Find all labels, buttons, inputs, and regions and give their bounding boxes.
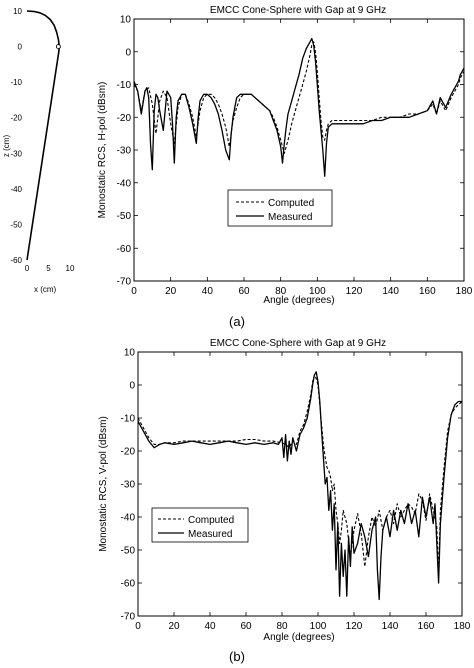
- b-xtick-label: 100: [310, 621, 327, 632]
- b-xtick-label: 120: [346, 621, 363, 632]
- b-ytick-label: -60: [121, 579, 136, 590]
- panel-a-plot-frame: [133, 18, 465, 282]
- a-ytick-label: -40: [117, 178, 132, 189]
- b-xtick-label: 40: [204, 621, 216, 632]
- panel-a-curves: [133, 37, 465, 177]
- a-ytick-label: -60: [117, 244, 132, 255]
- geometry-profile-line: [26, 10, 61, 261]
- a-ytick-label: 0: [125, 47, 131, 58]
- a-xtick-label: 40: [202, 286, 214, 297]
- b-series-computed: [137, 374, 463, 574]
- b-ytick-label: 0: [129, 381, 135, 392]
- geometry-ytick-label: -10: [10, 78, 22, 87]
- geometry-curves: [26, 10, 61, 261]
- panel-a-ticks: 0 20 40 60 80 100 120 140 160 180100-10-20-30-40-…: [117, 15, 473, 298]
- geometry-xtick-label: 0: [25, 264, 30, 273]
- panel-b-legend: Computed Measured: [151, 507, 249, 543]
- panel-b-plot-frame: [137, 351, 463, 617]
- a-ytick-label: -30: [117, 146, 132, 157]
- b-ytick-label: -20: [121, 447, 136, 458]
- geometry-ytick-label: 0: [18, 43, 23, 52]
- panel-a-legend: Computed Measured: [227, 189, 333, 227]
- panel-b-title: EMCC Cone-Sphere with Gap at 9 GHz: [210, 338, 386, 349]
- b-xtick-label: 80: [276, 621, 288, 632]
- a-xtick-label: 80: [275, 286, 287, 297]
- geometry-ylabel: z (cm): [2, 135, 11, 158]
- a-ytick-label: -20: [117, 113, 132, 124]
- b-ytick-label: -10: [121, 414, 136, 425]
- geometry-ytick-label: -50: [10, 220, 22, 229]
- panel-b-legend-label-measured: Measured: [188, 529, 232, 540]
- geometry-ytick-label: -20: [10, 114, 22, 123]
- b-ytick-label: -70: [121, 612, 136, 623]
- b-ytick-label: -50: [121, 546, 136, 557]
- a-xtick-label: 0: [131, 286, 137, 297]
- geometry-xtick-label: 5: [46, 264, 51, 273]
- panel-b-curves: [137, 371, 463, 601]
- panel-a-legend-box: [227, 189, 333, 227]
- a-ytick-label: -10: [117, 80, 132, 91]
- panel-a-title: EMCC Cone-Sphere with Gap at 9 GHz: [210, 5, 386, 16]
- panel-a-legend-label-measured: Measured: [268, 212, 312, 223]
- panel-a: EMCC Cone-Sphere with Gap at 9 GHz 0 20 40…: [97, 5, 473, 329]
- b-xtick-label: 0: [135, 621, 141, 632]
- a-xtick-label: 160: [419, 286, 436, 297]
- b-xtick-label: 20: [168, 621, 180, 632]
- panel-b-caption: (b): [229, 649, 245, 664]
- a-series-computed: [133, 41, 465, 154]
- a-xtick-label: 180: [456, 286, 473, 297]
- geometry-ticks: 0 5 10 10 0 -10 -20 -30 -40 -50 -60: [10, 7, 75, 273]
- geometry-ytick-label: 10: [13, 7, 22, 16]
- geometry-ytick-label: -30: [10, 149, 22, 158]
- geometry-ytick-label: -60: [10, 256, 22, 265]
- panel-a-legend-label-computed: Computed: [268, 198, 314, 209]
- geometry-plot: 0 5 10 10 0 -10 -20 -30 -40 -50 -60 x (cm) z (cm): [2, 7, 75, 294]
- geometry-marker: [55, 44, 61, 50]
- panel-b: EMCC Cone-Sphere with Gap at 9 GHz 0 20 40…: [98, 338, 471, 664]
- a-series-measured: [133, 37, 465, 177]
- b-xtick-label: 180: [454, 621, 471, 632]
- b-xtick-label: 160: [418, 621, 435, 632]
- b-series-measured: [137, 371, 462, 601]
- a-ytick-label: -70: [117, 277, 132, 288]
- b-xtick-label: 60: [240, 621, 252, 632]
- b-ytick-label: -40: [121, 513, 136, 524]
- a-xtick-label: 100: [309, 286, 326, 297]
- panel-b-ticks: 0 20 40 60 80 100 120 140 160 180100-10-20-30-40-…: [121, 348, 471, 633]
- geometry-markers: [55, 44, 61, 50]
- b-ytick-label: -30: [121, 480, 136, 491]
- a-xtick-label: 140: [382, 286, 399, 297]
- panel-a-ylabel: Monostatic RCS, H-pol (dBsm): [97, 82, 108, 219]
- b-xtick-label: 140: [382, 621, 399, 632]
- a-xtick-label: 60: [238, 286, 250, 297]
- panel-b-legend-label-computed: Computed: [188, 515, 234, 526]
- a-ytick-label: 10: [120, 15, 132, 26]
- geometry-ytick-label: -40: [10, 185, 22, 194]
- panel-b-xlabel: Angle (degrees): [263, 632, 334, 643]
- a-xtick-label: 120: [346, 286, 363, 297]
- geometry-xtick-label: 10: [66, 264, 75, 273]
- panel-a-xlabel: Angle (degrees): [263, 295, 334, 306]
- geometry-xlabel: x (cm): [34, 285, 57, 294]
- panel-b-legend-box: [151, 507, 249, 543]
- panel-a-caption: (a): [229, 314, 245, 329]
- a-ytick-label: -50: [117, 211, 132, 222]
- a-xtick-label: 20: [165, 286, 177, 297]
- panel-b-ylabel: Monostatic RCS, V-pol (dBsm): [98, 416, 109, 552]
- b-ytick-label: 10: [124, 348, 136, 359]
